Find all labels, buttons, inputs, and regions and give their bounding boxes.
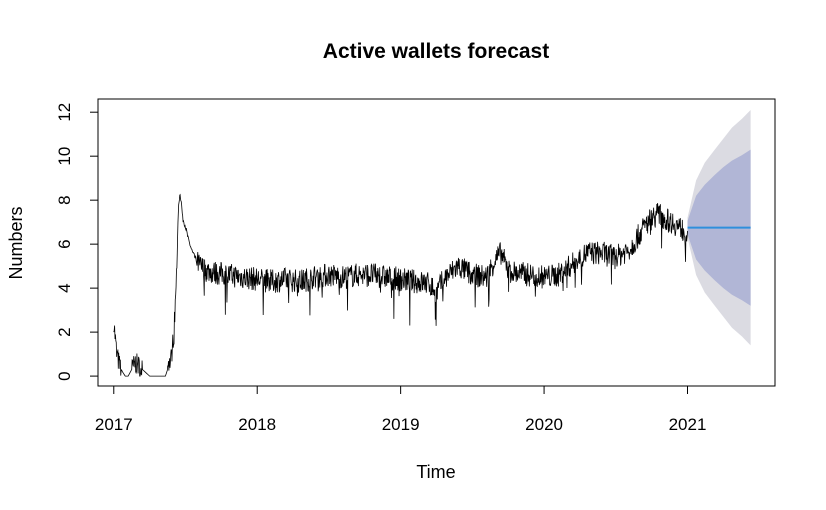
y-tick-label: 4	[55, 283, 74, 292]
y-tick-label: 0	[55, 371, 74, 380]
y-tick-label: 6	[55, 239, 74, 248]
x-tick-label: 2019	[382, 415, 420, 434]
x-tick-label: 2020	[525, 415, 563, 434]
chart-title: Active wallets forecast	[323, 40, 549, 63]
x-axis: 2017 2018 2019 2020 2021	[95, 385, 707, 434]
x-tick-label: 2021	[669, 415, 707, 434]
observed-line	[113, 193, 688, 377]
plot-frame	[97, 98, 776, 387]
y-tick-label: 8	[55, 195, 74, 204]
y-tick-label: 2	[55, 327, 74, 336]
observed-series	[113, 193, 688, 377]
y-axis: 0 2 4 6 8 10 12	[55, 103, 99, 381]
y-axis-label: Numbers	[6, 206, 26, 279]
y-tick-label: 12	[55, 103, 74, 122]
x-tick-label: 2018	[238, 415, 276, 434]
x-tick-label: 2017	[95, 415, 133, 434]
x-axis-label: Time	[416, 462, 455, 482]
y-tick-label: 10	[55, 147, 74, 166]
